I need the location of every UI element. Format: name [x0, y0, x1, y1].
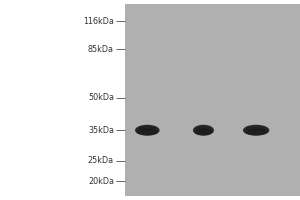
Text: 50kDa: 50kDa — [88, 93, 114, 102]
Ellipse shape — [244, 128, 268, 135]
Bar — [124, 4, 300, 196]
Ellipse shape — [246, 126, 266, 131]
Text: 116kDa: 116kDa — [83, 17, 114, 26]
Ellipse shape — [135, 125, 160, 136]
Text: 35kDa: 35kDa — [88, 126, 114, 135]
Ellipse shape — [196, 126, 211, 131]
Ellipse shape — [138, 126, 157, 131]
Ellipse shape — [243, 125, 269, 136]
Text: 20kDa: 20kDa — [88, 177, 114, 186]
Ellipse shape — [136, 128, 158, 135]
Ellipse shape — [194, 128, 213, 135]
Text: 85kDa: 85kDa — [88, 45, 114, 54]
Ellipse shape — [193, 125, 214, 136]
Text: 25kDa: 25kDa — [88, 156, 114, 165]
